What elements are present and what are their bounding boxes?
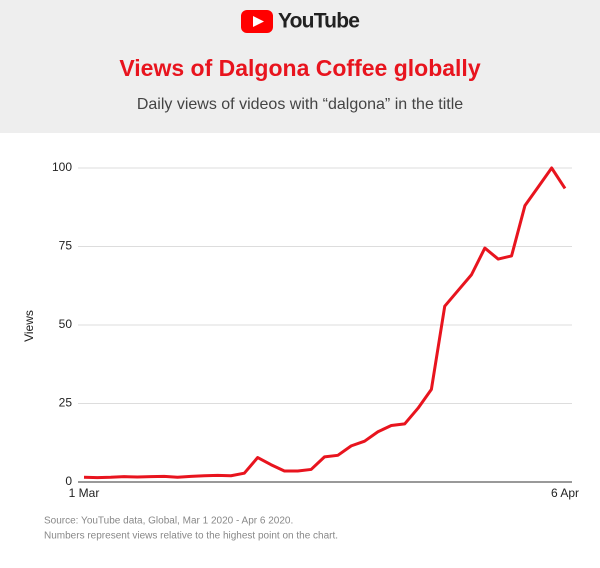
source-note: Source: YouTube data, Global, Mar 1 2020…	[44, 516, 293, 527]
y-tick-label: 25	[59, 396, 73, 410]
chart-subtitle: Daily views of videos with “dalgona” in …	[137, 96, 463, 113]
chart-title: Views of Dalgona Coffee globally	[119, 55, 480, 81]
y-tick-label: 0	[65, 474, 72, 488]
y-axis-label: Views	[22, 310, 36, 342]
footnote: Numbers represent views relative to the …	[44, 531, 338, 542]
logo-text: YouTube	[278, 10, 359, 33]
x-tick-label: 1 Mar	[69, 486, 100, 500]
plot: 0 25 50 75 100 1 Mar 6 Apr	[52, 160, 579, 500]
header-band	[0, 0, 600, 133]
y-tick-label: 75	[59, 239, 73, 253]
logo: YouTube	[241, 10, 360, 33]
x-tick-label: 6 Apr	[551, 486, 579, 500]
logo-play	[253, 16, 264, 27]
y-tick-label: 50	[59, 317, 73, 331]
y-tick-label: 100	[52, 160, 72, 174]
data-line	[83, 166, 567, 480]
